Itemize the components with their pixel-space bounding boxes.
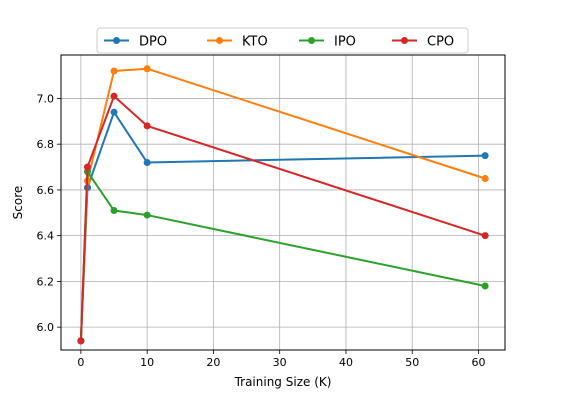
legend-label-dpo: DPO (139, 35, 167, 50)
legend-label-cpo: CPO (427, 35, 454, 50)
data-point-kto (110, 67, 118, 75)
y-tick-label: 6.8 (37, 138, 55, 151)
legend-label-kto: KTO (242, 35, 268, 50)
data-point-cpo (110, 92, 118, 100)
data-point-ipo (481, 282, 489, 290)
x-axis-label: Training Size (K) (234, 375, 332, 389)
data-point-cpo (84, 163, 92, 171)
series-layer (77, 65, 489, 345)
y-tick-label: 6.6 (37, 184, 55, 197)
x-tick-label: 20 (206, 356, 220, 369)
y-tick-label: 7.0 (37, 92, 55, 105)
data-point-ipo (110, 207, 118, 215)
series-cpo (77, 92, 489, 345)
ticks: 0 10 20 30 40 50 60 6.0 6.2 6.4 6.6 6.8 7.0 (37, 92, 486, 369)
x-tick-label: 40 (339, 356, 353, 369)
data-point-dpo (143, 158, 151, 166)
plot-frame (60, 54, 506, 351)
data-point-kto (481, 174, 489, 182)
x-tick-label: 50 (405, 356, 419, 369)
data-point-cpo (481, 232, 489, 240)
data-point-kto (143, 65, 151, 73)
legend-marker-kto (216, 37, 223, 44)
legend-box (96, 27, 469, 54)
x-tick-label: 10 (140, 356, 154, 369)
data-point-cpo (143, 122, 151, 130)
y-axis-label: Score (11, 186, 25, 220)
y-tick-label: 6.2 (37, 275, 55, 288)
legend-marker-ipo (308, 37, 315, 44)
data-point-dpo (481, 152, 489, 160)
data-point-ipo (143, 211, 151, 219)
y-tick-label: 6.4 (37, 230, 55, 243)
legend-marker-cpo (401, 37, 408, 44)
grid (61, 55, 505, 350)
legend-label-ipo: IPO (334, 35, 356, 50)
x-tick-label: 0 (77, 356, 84, 369)
data-point-cpo (77, 337, 85, 345)
x-tick-label: 60 (471, 356, 485, 369)
data-point-dpo (110, 108, 118, 116)
legend: DPO KTO IPO CPO (96, 27, 469, 54)
legend-marker-dpo (113, 37, 120, 44)
y-tick-label: 6.0 (37, 321, 55, 334)
x-tick-label: 30 (273, 356, 287, 369)
